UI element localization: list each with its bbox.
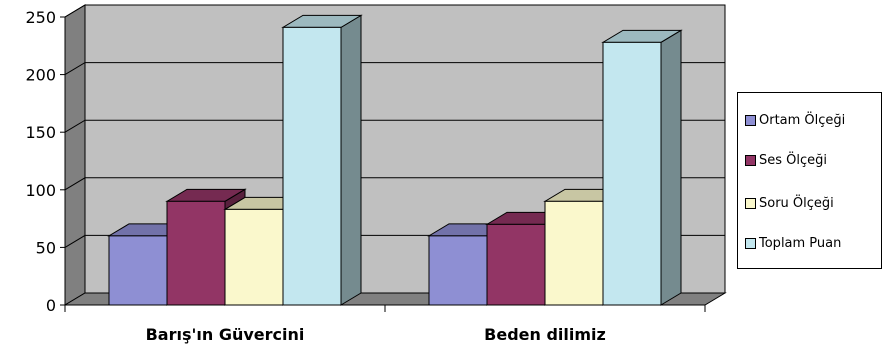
bar-side [660,29,682,306]
y-tick-label: 200 [25,66,56,85]
bar-front [108,235,168,306]
legend: Ortam Ölçeği Ses Ölçeği Soru Ölçeği Topl… [737,92,882,269]
y-tick-label: 0 [46,296,56,315]
gridline [64,119,725,133]
bar [281,14,363,306]
side-wall [64,4,86,306]
gridline [64,62,725,76]
bar-front [544,200,604,306]
legend-label-ortam: Ortam Ölçeği [759,112,846,128]
x-category-label: Barış'ın Güvercini [146,325,305,344]
y-tick-label: 50 [36,238,56,257]
legend-swatch-ortam [745,114,756,126]
bar [601,29,683,306]
legend-item-toplam: Toplam Puan [745,234,841,252]
legend-swatch-ses [745,154,756,166]
bar-front [224,208,284,306]
legend-label-soru: Soru Ölçeği [759,195,834,211]
legend-item-soru: Soru Ölçeği [745,194,834,212]
gridline [64,177,725,191]
bar-front [166,200,226,306]
bar-front [428,235,488,306]
bar-side [340,14,362,306]
x-category-label: Beden dilimiz [484,325,606,344]
legend-item-ses: Ses Ölçeği [745,151,827,169]
legend-label-toplam: Toplam Puan [759,235,842,251]
y-tick-label: 100 [25,181,56,200]
legend-label-ses: Ses Ölçeği [759,152,828,168]
gridline [64,4,725,18]
axis-labels: 0 50 100 150 200 250 Barış'ın Güvercini Beden d… [25,8,605,344]
bar-front [486,223,546,306]
legend-swatch-toplam [745,237,756,249]
bar-front [602,41,662,306]
bars [107,14,683,306]
y-tick-label: 250 [25,8,56,27]
y-tick-label: 150 [25,123,56,142]
bar-front [282,26,342,306]
legend-item-ortam: Ortam Ölçeği [745,111,845,129]
legend-swatch-soru [745,197,756,209]
